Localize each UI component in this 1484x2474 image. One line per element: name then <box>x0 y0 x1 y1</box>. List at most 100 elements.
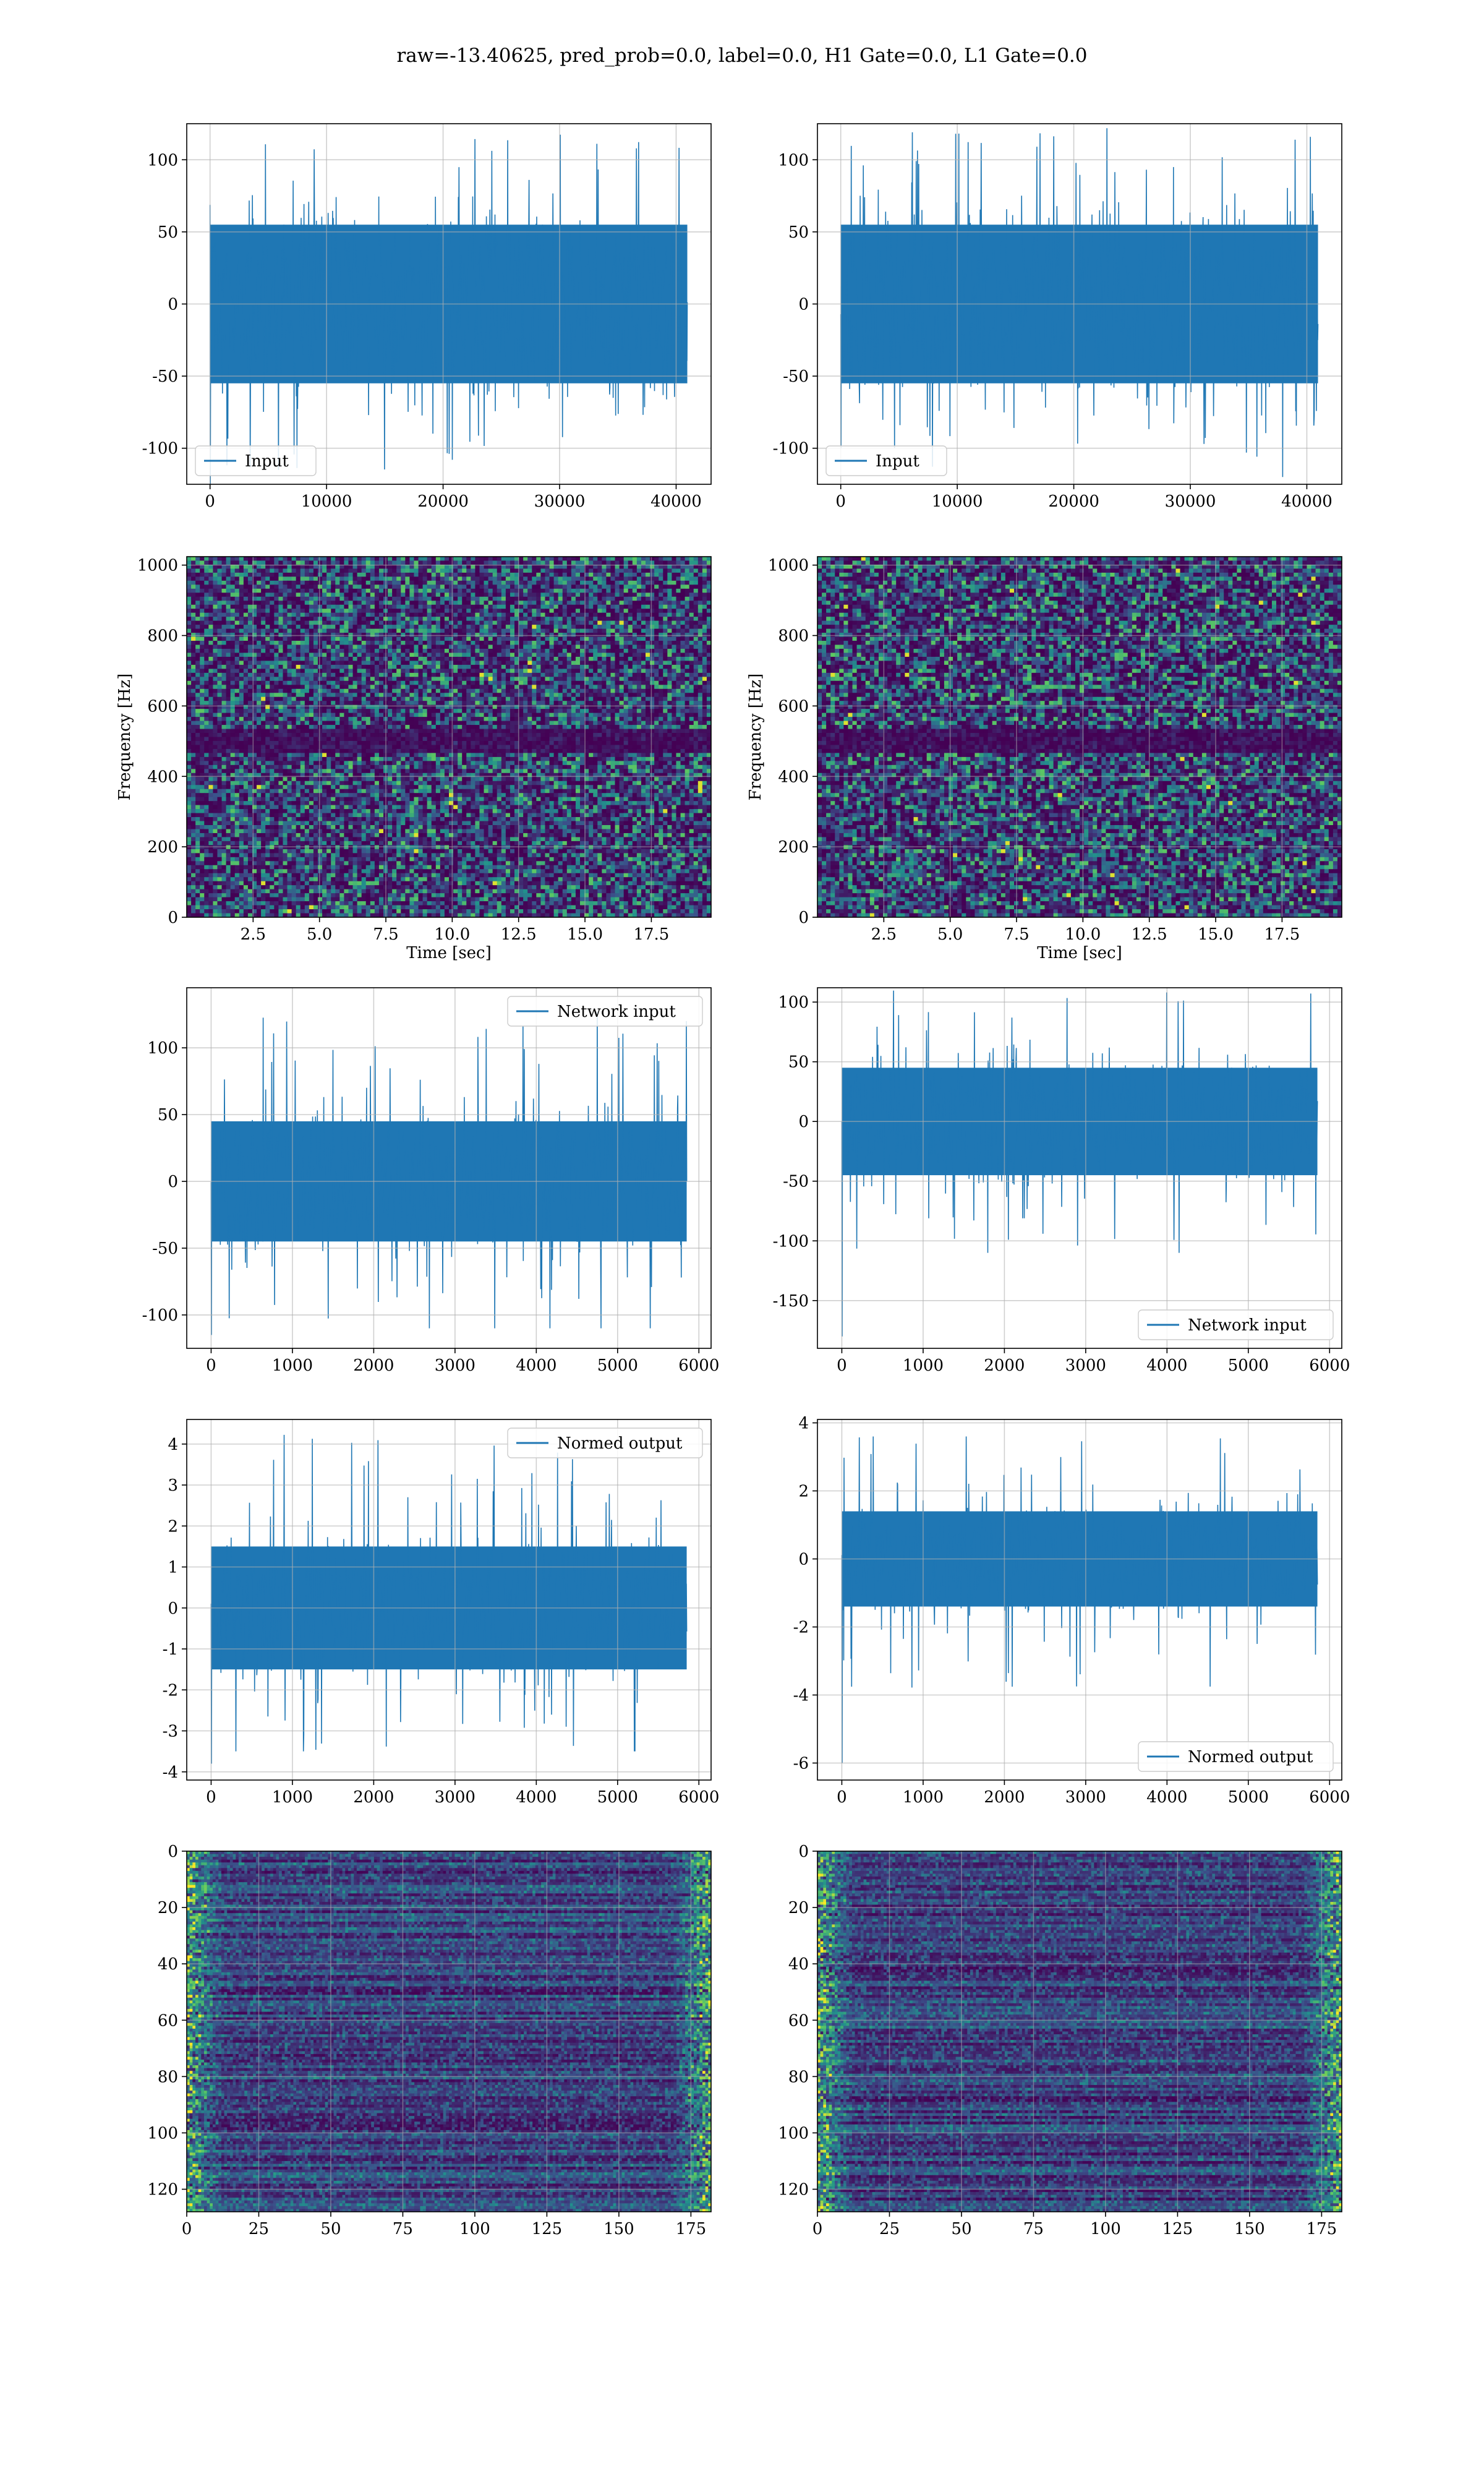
legend: Normed output <box>508 1428 702 1458</box>
x-tick-label: 1000 <box>903 1788 944 1807</box>
legend: Input <box>826 446 947 476</box>
x-tick-label: 4000 <box>516 1356 556 1375</box>
x-tick-label: 3000 <box>435 1356 475 1375</box>
x-tick-label: 150 <box>1234 2220 1265 2238</box>
y-tick-label: 0 <box>798 909 809 927</box>
x-tick-label: 5000 <box>1228 1788 1269 1807</box>
y-tick-label: 200 <box>147 838 178 857</box>
x-tick-label: 17.5 <box>1264 925 1300 944</box>
y-tick-label: -1 <box>163 1640 178 1659</box>
y-tick-label: 60 <box>788 2011 809 2030</box>
x-tick-label: 12.5 <box>1132 925 1167 944</box>
y-axis-label: Frequency [Hz] <box>116 674 134 801</box>
x-tick-label: 4000 <box>1146 1356 1187 1375</box>
y-tick-label: 100 <box>778 993 809 1012</box>
y-tick-label: 100 <box>778 2124 809 2142</box>
plot-area <box>187 557 712 918</box>
subplot-grid: 0 10000 20000 30000 40000-100-50050100Input0… <box>116 124 1350 2238</box>
x-tick-label: 10.0 <box>434 925 470 944</box>
legend: Input <box>195 446 316 476</box>
y-tick-label: 3 <box>168 1476 178 1495</box>
y-tick-label: 100 <box>778 151 809 169</box>
x-tick-label: 4000 <box>1146 1788 1187 1807</box>
x-tick-label: 10.0 <box>1065 925 1101 944</box>
y-tick-label: 50 <box>158 223 178 242</box>
x-tick-label: 30000 <box>534 492 586 511</box>
figure-suptitle: raw=-13.40625, pred_prob=0.0, label=0.0,… <box>396 45 1087 67</box>
y-tick-label: 60 <box>158 2011 178 2030</box>
x-tick-label: 0 <box>205 492 215 511</box>
legend-label: Input <box>245 452 289 471</box>
y-tick-label: 600 <box>147 697 178 716</box>
y-tick-label: -50 <box>152 367 178 386</box>
y-tick-label: -4 <box>163 1763 178 1782</box>
x-axis-label: Time [sec] <box>406 944 492 962</box>
x-tick-label: 2.5 <box>871 925 897 944</box>
x-tick-label: 40000 <box>1281 492 1333 511</box>
x-tick-label: 6000 <box>1309 1788 1350 1807</box>
subplot-r3-c1: 0 1000 2000 3000 4000 5000 6000-100-50050100Ne… <box>142 988 720 1375</box>
subplot-r2-c1: 2.5 5.0 7.5 10.0 12.5 15.0 17.5020040060080010… <box>116 557 712 962</box>
legend: Network input <box>1138 1310 1333 1340</box>
y-tick-label: -150 <box>773 1292 809 1311</box>
y-tick-label: 0 <box>798 1113 809 1131</box>
y-tick-label: 2 <box>168 1517 178 1536</box>
y-tick-label: -100 <box>773 440 809 458</box>
y-tick-label: 800 <box>778 627 809 646</box>
x-tick-label: 3000 <box>435 1788 475 1807</box>
y-tick-label: 0 <box>168 1599 178 1618</box>
y-tick-label: 0 <box>798 1551 809 1569</box>
x-tick-label: 175 <box>1307 2220 1337 2238</box>
x-tick-label: 2000 <box>353 1356 394 1375</box>
x-axis-label: Time [sec] <box>1037 944 1122 962</box>
legend: Normed output <box>1138 1742 1333 1771</box>
x-tick-label: 5.0 <box>307 925 332 944</box>
x-tick-label: 100 <box>1090 2220 1121 2238</box>
x-tick-label: 1000 <box>903 1356 944 1375</box>
x-tick-label: 3000 <box>1065 1788 1106 1807</box>
x-tick-label: 0 <box>835 492 846 511</box>
plot-area <box>187 1851 712 2212</box>
x-tick-label: 5000 <box>1228 1356 1269 1375</box>
x-tick-label: 1000 <box>272 1788 313 1807</box>
y-tick-label: 100 <box>147 1039 178 1058</box>
y-tick-label: 40 <box>788 1955 809 1974</box>
x-tick-label: 5000 <box>597 1788 638 1807</box>
subplot-r4-c2: 0 1000 2000 3000 4000 5000 6000-6-4-2024Normed… <box>793 1415 1350 1807</box>
x-tick-label: 17.5 <box>633 925 669 944</box>
x-tick-label: 3000 <box>1065 1356 1106 1375</box>
y-tick-label: 80 <box>158 2068 178 2086</box>
x-tick-label: 25 <box>249 2220 269 2238</box>
y-tick-label: -3 <box>163 1723 178 1741</box>
x-tick-label: 40000 <box>650 492 702 511</box>
y-tick-label: 20 <box>158 1899 178 1917</box>
y-tick-label: 1 <box>168 1559 178 1577</box>
x-tick-label: 12.5 <box>501 925 537 944</box>
subplot-r3-c2: 0 1000 2000 3000 4000 5000 6000-150-100-500501… <box>773 988 1350 1375</box>
x-tick-label: 75 <box>393 2220 413 2238</box>
y-tick-label: 0 <box>168 1843 178 1861</box>
y-tick-label: 400 <box>778 768 809 786</box>
y-tick-label: 100 <box>147 2124 178 2142</box>
x-tick-label: 0 <box>206 1788 216 1807</box>
y-tick-label: -100 <box>142 440 178 458</box>
y-tick-label: 0 <box>168 1173 178 1191</box>
x-tick-label: 0 <box>182 2220 192 2238</box>
y-tick-label: 1000 <box>768 557 809 575</box>
x-tick-label: 6000 <box>678 1788 719 1807</box>
y-tick-label: 600 <box>778 697 809 716</box>
x-tick-label: 2000 <box>984 1788 1025 1807</box>
x-tick-label: 0 <box>812 2220 823 2238</box>
x-tick-label: 4000 <box>516 1788 556 1807</box>
x-tick-label: 7.5 <box>1004 925 1029 944</box>
x-tick-label: 7.5 <box>373 925 398 944</box>
y-tick-label: -100 <box>142 1306 178 1325</box>
x-tick-label: 10000 <box>301 492 352 511</box>
x-tick-label: 0 <box>206 1356 216 1375</box>
y-tick-label: 1000 <box>137 557 178 575</box>
y-tick-label: 0 <box>798 1843 809 1861</box>
y-axis-label: Frequency [Hz] <box>746 674 765 801</box>
